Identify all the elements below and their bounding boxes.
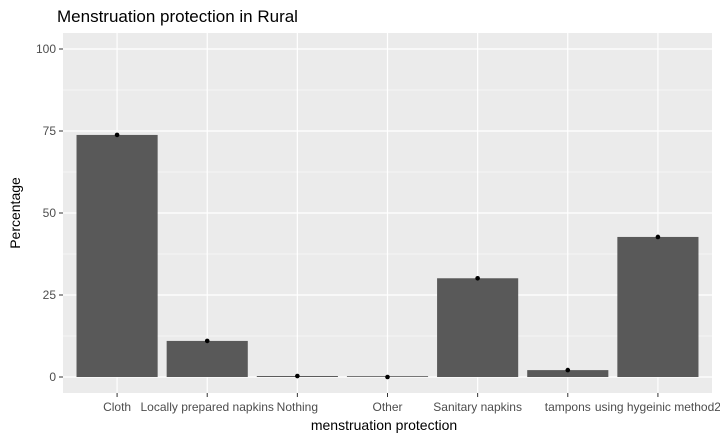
y-tick-label: 100 <box>36 42 56 56</box>
data-point <box>655 234 661 240</box>
x-axis-title: menstruation protection <box>311 417 457 433</box>
y-tick-label: 0 <box>49 370 56 384</box>
x-tick-label: Cloth <box>103 400 131 414</box>
y-tick-label: 75 <box>43 124 57 138</box>
chart-title: Menstruation protection in Rural <box>57 7 298 26</box>
x-tick-label: tampons <box>545 400 591 414</box>
data-point <box>475 275 480 281</box>
data-point <box>295 373 300 379</box>
bar <box>437 278 519 377</box>
x-tick-label: Sanitary napkins <box>433 400 522 414</box>
y-tick-label: 50 <box>43 206 57 220</box>
y-tick-label: 25 <box>43 288 57 302</box>
bar <box>617 236 699 377</box>
plot-area: 0 25 50 75 100 Cloth Locally prepared napkins N… <box>36 33 720 414</box>
bar <box>166 340 248 377</box>
x-tick-label: Other <box>372 400 402 414</box>
data-point <box>565 367 571 373</box>
x-tick-label: Locally prepared napkins <box>141 400 274 414</box>
bar <box>76 134 158 377</box>
data-point <box>204 338 210 344</box>
data-point <box>385 374 390 380</box>
x-tick-label: Nothing <box>277 400 318 414</box>
x-tick-label: using hygeinic method2 <box>595 400 720 414</box>
y-axis-title: Percentage <box>7 177 23 249</box>
data-point <box>114 132 120 138</box>
bar <box>527 370 609 377</box>
